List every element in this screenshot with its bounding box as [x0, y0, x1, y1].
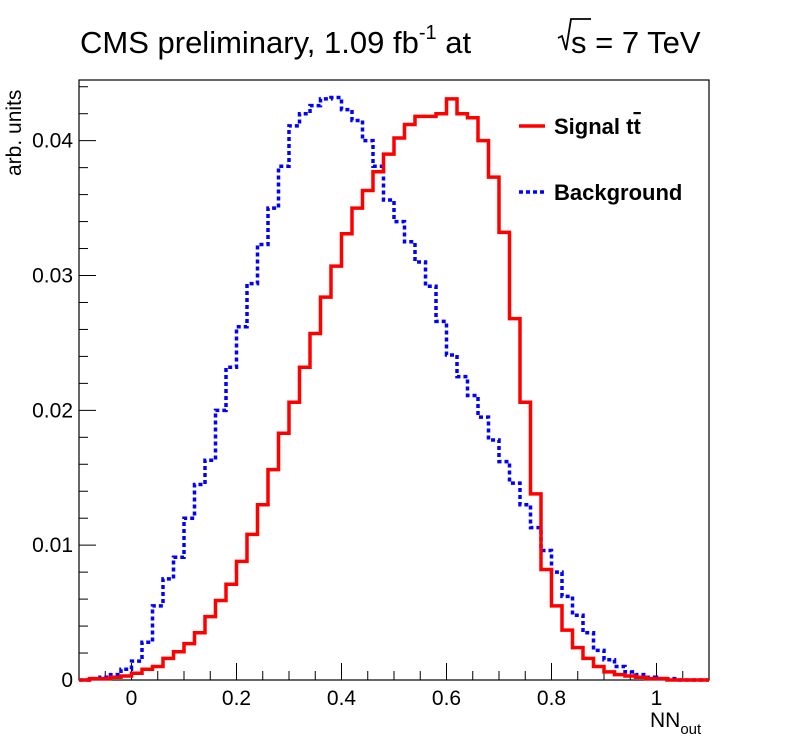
svg-text:s = 7 TeV: s = 7 TeV: [571, 25, 701, 60]
legend: Signal tt Background: [519, 114, 682, 205]
y-tick-label: 0: [61, 669, 73, 692]
title-energy-value: = 7 TeV: [587, 25, 701, 60]
title-superscript: -1: [419, 22, 437, 44]
plot-frame: [78, 79, 710, 681]
legend-label-signal: Signal t: [554, 114, 634, 139]
y-tick-label: 0.01: [32, 534, 73, 557]
series-line-signal: [79, 97, 709, 682]
x-axis-label-subscript: out: [680, 721, 702, 738]
title-main: CMS preliminary, 1.09 fb: [80, 25, 419, 60]
y-tick-label: 0.02: [32, 399, 73, 422]
x-tick-label: 0.6: [432, 687, 461, 710]
legend-label-signal-overline: t: [633, 114, 641, 139]
legend-entry-signal: Signal tt: [554, 114, 641, 139]
x-axis: 0 0.2 0.4 0.6 0.8 1: [78, 663, 710, 710]
x-tick-label: 0.8: [537, 687, 566, 710]
title-suffix: at: [437, 25, 472, 60]
x-tick-label: 0.2: [222, 687, 251, 710]
x-tick-label: 0.4: [327, 687, 357, 710]
svg-text:CMS preliminary, 1.09 fb-1 at: CMS preliminary, 1.09 fb-1 at: [80, 22, 471, 60]
x-tick-label: 1: [651, 687, 663, 710]
series-line-background: [79, 95, 709, 682]
x-tick-label: 0: [126, 687, 138, 710]
sqrt-sign: [557, 18, 591, 51]
y-axis-label: arb. units: [3, 90, 26, 176]
x-axis-label-main: NN: [650, 709, 680, 732]
y-axis: 0 0.01 0.02 0.03 0.04: [32, 86, 96, 692]
chart-title: CMS preliminary, 1.09 fb-1 at s = 7 TeV: [80, 18, 701, 60]
legend-label-background: Background: [554, 180, 682, 205]
title-energy-root: s: [571, 25, 587, 60]
x-axis-label: NNout: [650, 709, 702, 738]
series-layer: [79, 95, 709, 682]
y-tick-label: 0.03: [32, 265, 73, 288]
y-tick-label: 0.04: [32, 130, 73, 153]
